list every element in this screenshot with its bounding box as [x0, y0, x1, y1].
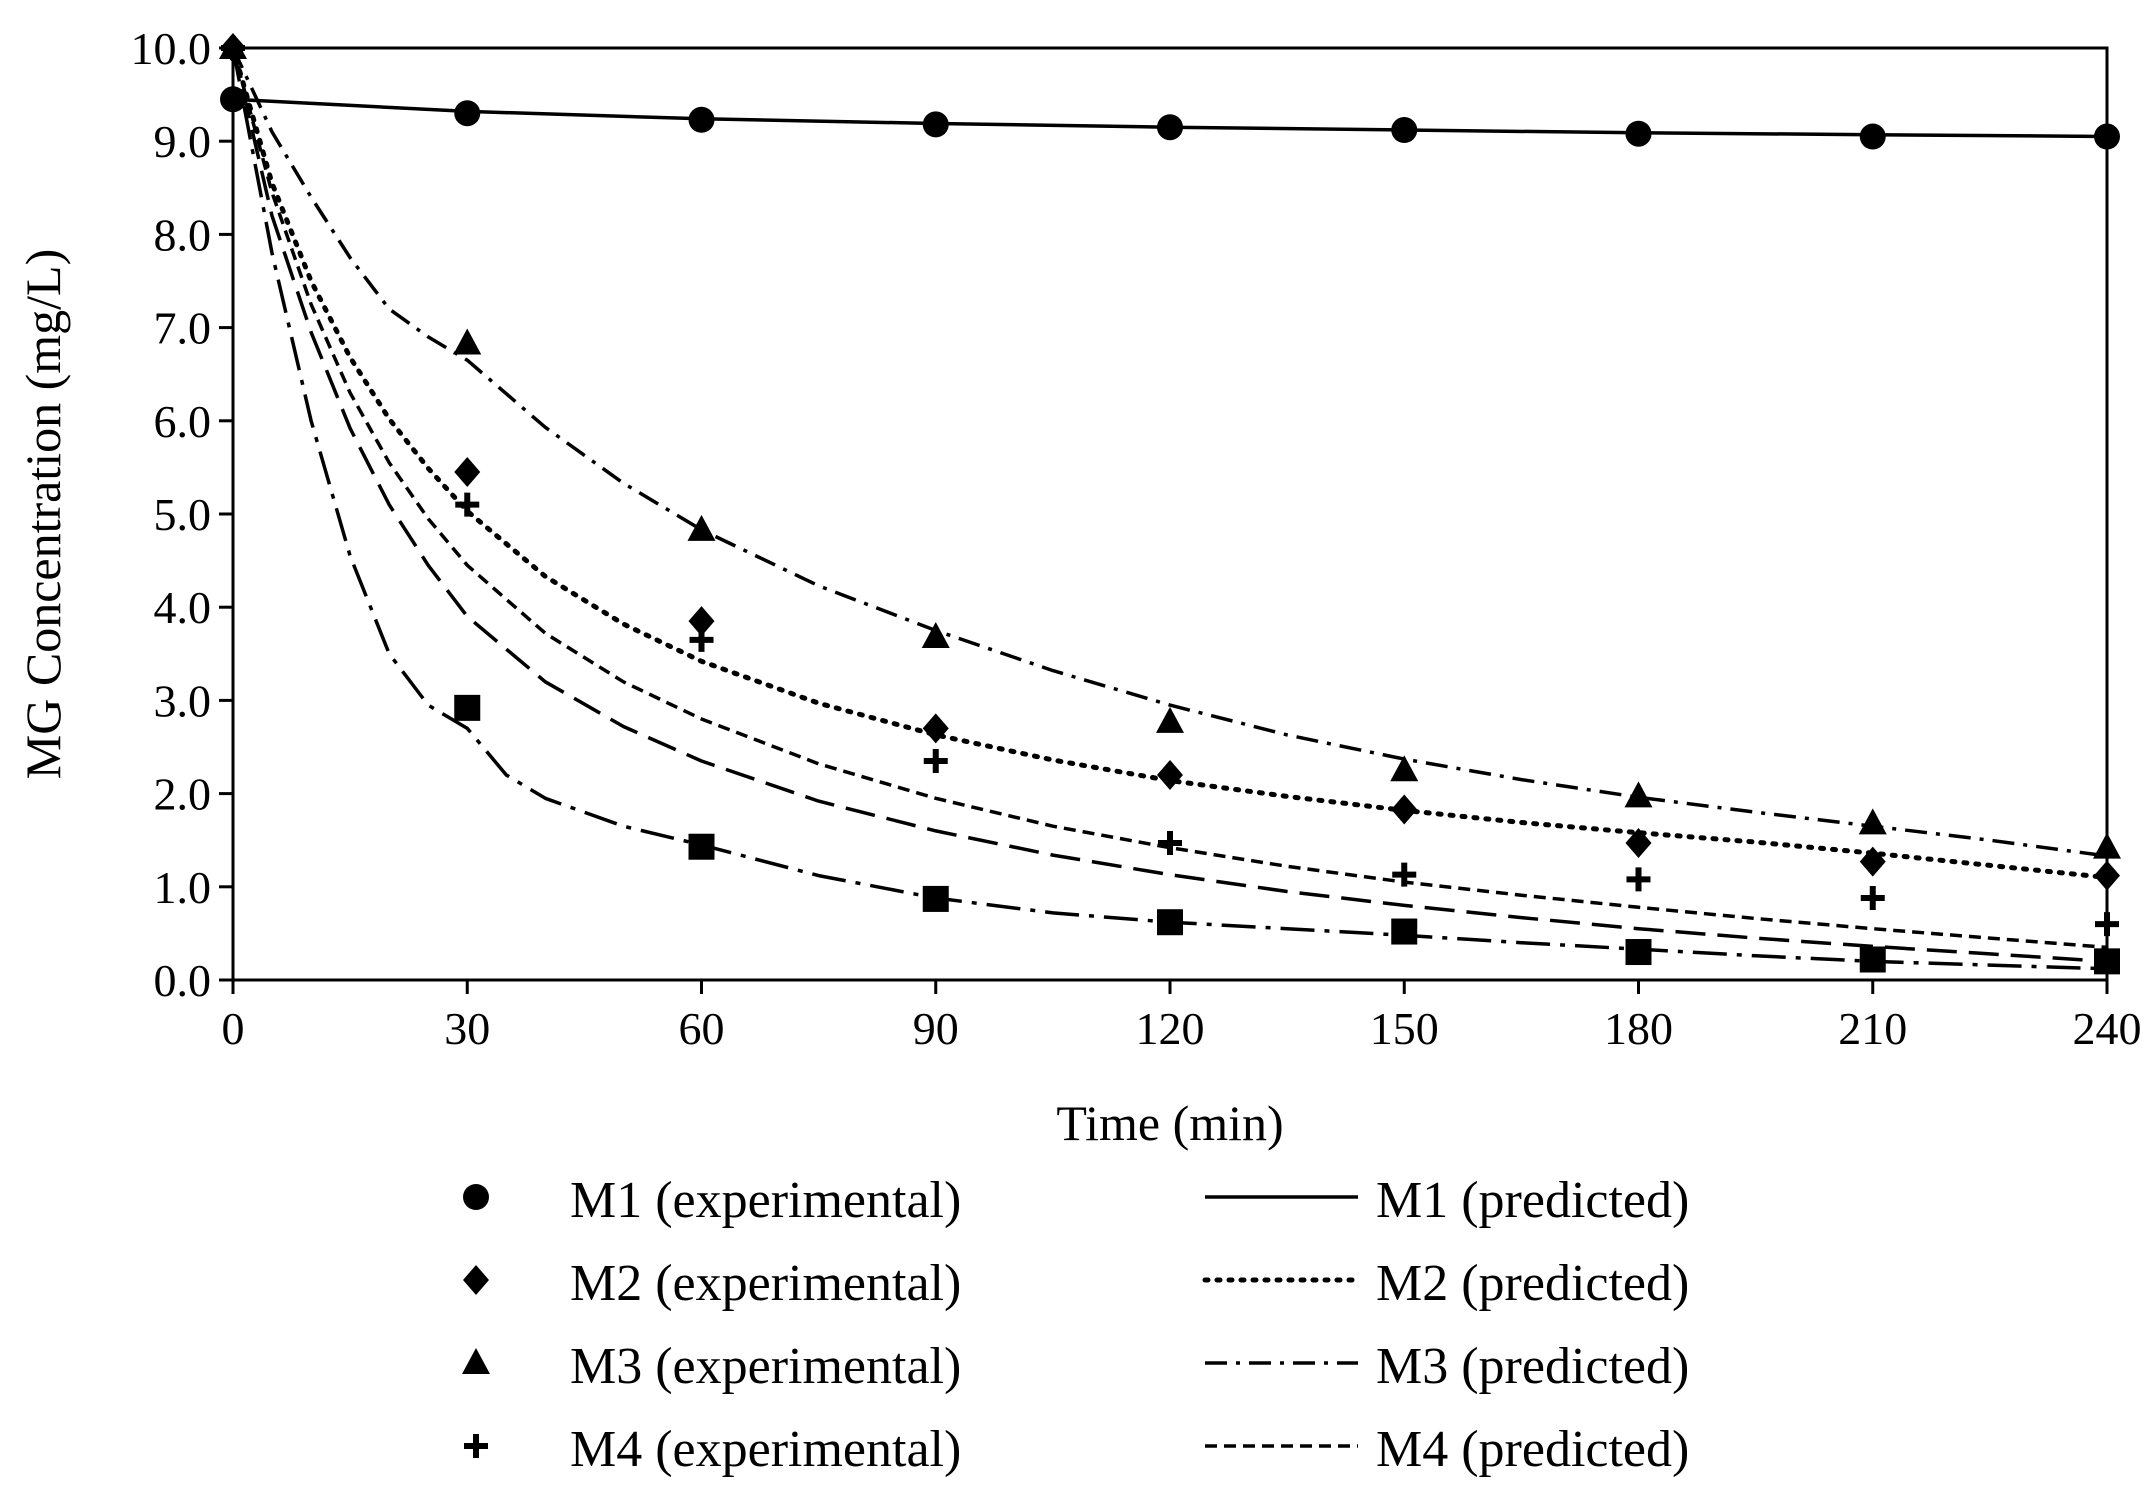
- data-point: [1156, 706, 1184, 733]
- experimental-markers: [219, 33, 2121, 975]
- y-tick-label: 9.0: [154, 116, 212, 167]
- data-point: [922, 713, 949, 744]
- x-tick-label: 150: [1370, 1003, 1439, 1054]
- x-tick-label: 240: [2073, 1003, 2142, 1054]
- data-point: [454, 100, 481, 127]
- data-point: [2093, 832, 2121, 859]
- data-point: [1625, 827, 1652, 858]
- data-point: [1390, 755, 1419, 782]
- legend: M1 (experimental) M2 (experimental) M3 (ex…: [462, 1172, 1689, 1478]
- axes: 0.0 1.0 2.0 3.0 4.0 5.0 6.0 7.0 8.0 9.0 10.0 0 30 60 9…: [131, 23, 2142, 1054]
- data-point: [1859, 846, 1886, 877]
- series-line: [231, 47, 2108, 964]
- x-tick-label: 60: [679, 1003, 725, 1054]
- y-tick-label: 0.0: [154, 955, 212, 1006]
- y-tick-label: 1.0: [154, 862, 212, 913]
- data-point: [922, 885, 949, 912]
- x-axis-title: Time (min): [1056, 1095, 1283, 1151]
- data-point: [1860, 885, 1885, 910]
- data-point: [922, 111, 949, 138]
- data-point: [2094, 860, 2120, 891]
- x-tick-label: 0: [222, 1003, 245, 1054]
- y-tick-label: 2.0: [154, 769, 212, 820]
- data-point: [1625, 939, 1652, 966]
- series-line: [231, 47, 2108, 971]
- legend-marker: [464, 1434, 488, 1458]
- data-point: [2095, 912, 2119, 937]
- legend-marker: [462, 1348, 490, 1374]
- data-point: [453, 328, 482, 355]
- legend-label: M4 (predicted): [1376, 1421, 1689, 1478]
- data-point: [221, 36, 245, 60]
- data-point: [689, 627, 714, 652]
- data-point: [454, 694, 481, 721]
- legend-marker: [463, 1265, 489, 1295]
- data-point: [2094, 948, 2120, 975]
- y-tick-label: 4.0: [154, 582, 212, 633]
- y-tick-label: 8.0: [154, 209, 212, 260]
- x-tick-label: 180: [1604, 1003, 1673, 1054]
- data-point: [1391, 918, 1418, 945]
- data-point: [688, 606, 715, 637]
- y-tick-label: 6.0: [154, 396, 212, 447]
- legend-label: M1 (experimental): [570, 1172, 961, 1229]
- x-tick-label: 120: [1136, 1003, 1205, 1054]
- legend-label: M2 (experimental): [570, 1255, 961, 1312]
- y-axis-title: MG Concentration (mg/L): [15, 249, 71, 779]
- legend-label: M3 (experimental): [570, 1338, 961, 1395]
- legend-label: M4 (experimental): [570, 1421, 961, 1478]
- y-tick-label: 10.0: [131, 23, 212, 74]
- data-point: [1157, 759, 1183, 790]
- x-tick-label: 210: [1838, 1003, 1907, 1054]
- data-point: [1158, 830, 1182, 855]
- data-point: [688, 833, 715, 860]
- x-tick-label: 90: [913, 1003, 959, 1054]
- legend-label: M2 (predicted): [1376, 1255, 1689, 1312]
- legend-label: M3 (predicted): [1376, 1338, 1689, 1395]
- data-point: [1392, 862, 1417, 887]
- predicted-lines: [230, 45, 2110, 971]
- data-point: [1626, 867, 1651, 892]
- legend-marker: [463, 1184, 489, 1210]
- series-line: [231, 47, 2108, 950]
- data-point: [1625, 120, 1652, 147]
- data-point: [1391, 794, 1418, 825]
- data-point: [688, 106, 715, 133]
- data-point: [454, 457, 481, 488]
- data-point: [923, 748, 948, 773]
- data-point: [1859, 946, 1886, 973]
- data-point: [1391, 117, 1418, 144]
- data-point: [455, 492, 480, 517]
- data-point: [687, 514, 716, 541]
- y-tick-label: 7.0: [154, 303, 212, 354]
- data-point: [220, 86, 246, 113]
- series-line: [231, 47, 2108, 858]
- x-tick-label: 30: [444, 1003, 490, 1054]
- y-tick-label: 5.0: [154, 489, 212, 540]
- y-tick-label: 3.0: [154, 675, 212, 726]
- data-point: [1859, 123, 1886, 150]
- data-point: [1858, 808, 1887, 835]
- series-line: [230, 45, 2110, 880]
- legend-label: M1 (predicted): [1376, 1172, 1689, 1229]
- data-point: [2094, 123, 2120, 150]
- data-point: [1157, 909, 1183, 936]
- data-point: [1624, 781, 1653, 808]
- data-point: [1157, 114, 1183, 141]
- data-point: [921, 622, 950, 649]
